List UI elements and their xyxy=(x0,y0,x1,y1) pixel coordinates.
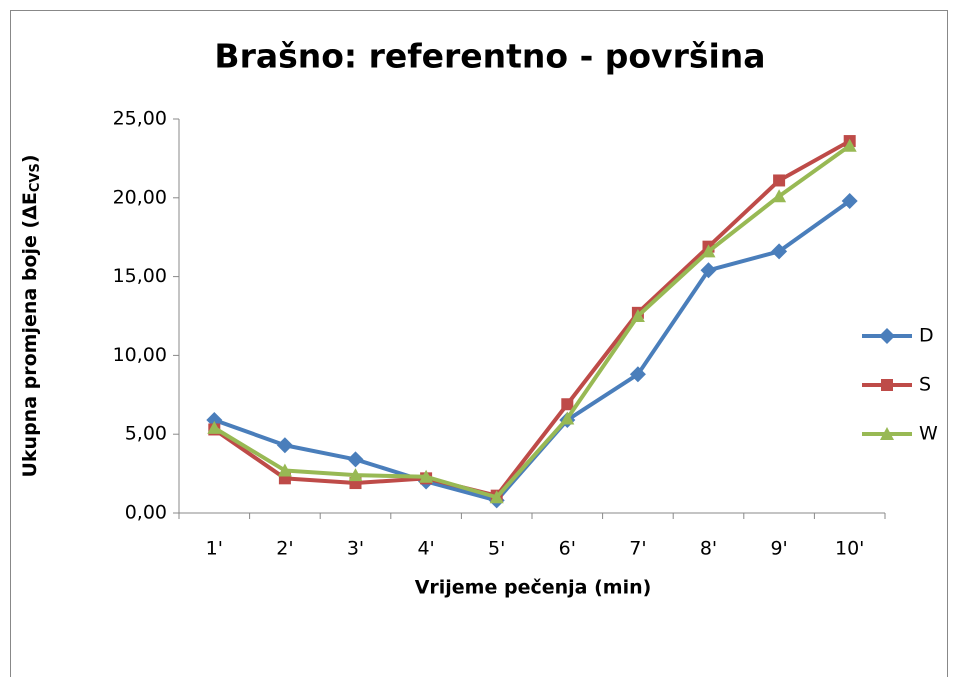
marker xyxy=(629,366,646,383)
x-tick-label: 3' xyxy=(347,538,364,560)
marker xyxy=(772,189,787,203)
y-tick-label: 5,00 xyxy=(125,423,167,445)
marker xyxy=(771,243,788,260)
y-tick-label: 0,00 xyxy=(125,502,167,524)
x-tick-label: 5' xyxy=(488,538,505,560)
marker xyxy=(700,262,717,279)
y-tick-label: 10,00 xyxy=(113,344,167,366)
marker xyxy=(276,437,293,454)
x-tick-label: 4' xyxy=(417,538,434,560)
marker xyxy=(207,420,222,434)
x-tick-label: 8' xyxy=(700,538,717,560)
x-tick-label: 2' xyxy=(276,538,293,560)
marker xyxy=(277,463,292,477)
marker xyxy=(560,411,575,425)
marker xyxy=(841,192,858,209)
legend-marker xyxy=(880,427,894,440)
chart-title: Brašno: referentno - površina xyxy=(214,37,765,76)
y-axis-label: Ukupna promjena boje (ΔECVS) xyxy=(19,154,43,477)
x-tick-label: 7' xyxy=(629,538,646,560)
marker xyxy=(489,490,504,504)
x-tick-label: 6' xyxy=(559,538,576,560)
series-line xyxy=(213,144,851,500)
chart-border xyxy=(10,10,948,681)
marker xyxy=(773,174,786,187)
marker xyxy=(348,468,363,482)
y-tick-label: 15,00 xyxy=(113,265,167,287)
x-axis-label: Vrijeme pečenja (min) xyxy=(415,577,652,599)
marker xyxy=(561,398,574,411)
y-tick-label: 20,00 xyxy=(113,186,167,208)
marker xyxy=(630,309,645,322)
marker xyxy=(842,138,857,152)
legend-label: S xyxy=(919,374,931,396)
y-tick-label: 25,00 xyxy=(113,108,167,130)
series-line xyxy=(213,139,851,498)
legend-marker xyxy=(881,379,893,391)
x-tick-label: 9' xyxy=(770,538,787,560)
legend-marker xyxy=(879,328,895,344)
legend-label: D xyxy=(919,325,934,347)
marker xyxy=(419,469,434,483)
x-tick-label: 1' xyxy=(206,538,223,560)
marker xyxy=(701,244,716,258)
x-tick-label: 10' xyxy=(835,538,864,560)
marker xyxy=(347,451,364,468)
legend-label: W xyxy=(919,423,938,445)
